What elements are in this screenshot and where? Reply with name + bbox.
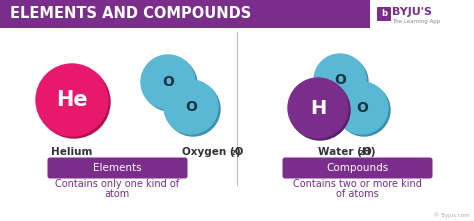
Circle shape bbox=[38, 66, 110, 138]
Text: H: H bbox=[310, 99, 326, 118]
Circle shape bbox=[290, 80, 350, 140]
Circle shape bbox=[314, 54, 366, 106]
Text: The Learning App: The Learning App bbox=[392, 19, 440, 25]
FancyBboxPatch shape bbox=[283, 158, 432, 179]
Text: He: He bbox=[56, 90, 88, 110]
FancyBboxPatch shape bbox=[377, 7, 391, 21]
Text: atom: atom bbox=[105, 189, 130, 199]
Text: 2: 2 bbox=[231, 150, 236, 156]
Circle shape bbox=[164, 80, 218, 134]
Text: O: O bbox=[334, 73, 346, 87]
Text: ELEMENTS AND COMPOUNDS: ELEMENTS AND COMPOUNDS bbox=[10, 6, 251, 21]
Text: © Byjus.com: © Byjus.com bbox=[434, 212, 470, 218]
Text: b: b bbox=[381, 10, 387, 19]
Text: BYJU'S: BYJU'S bbox=[392, 7, 432, 17]
FancyBboxPatch shape bbox=[370, 0, 474, 38]
Text: Helium: Helium bbox=[51, 147, 93, 157]
Text: ): ) bbox=[235, 147, 240, 157]
Text: O: O bbox=[162, 75, 174, 89]
Circle shape bbox=[166, 82, 220, 136]
Text: O: O bbox=[185, 100, 197, 114]
Circle shape bbox=[288, 78, 348, 138]
Text: Water (H: Water (H bbox=[318, 147, 371, 157]
Text: Contains only one kind of: Contains only one kind of bbox=[55, 179, 180, 189]
Text: Oxygen (O: Oxygen (O bbox=[182, 147, 243, 157]
Circle shape bbox=[143, 57, 197, 111]
Text: of atoms: of atoms bbox=[336, 189, 379, 199]
Text: Compounds: Compounds bbox=[327, 163, 389, 173]
Circle shape bbox=[36, 64, 108, 136]
FancyBboxPatch shape bbox=[47, 158, 188, 179]
Text: O): O) bbox=[363, 147, 376, 157]
Text: Contains two or more kind: Contains two or more kind bbox=[293, 179, 422, 189]
Circle shape bbox=[141, 55, 195, 109]
Circle shape bbox=[338, 84, 390, 136]
Circle shape bbox=[336, 82, 388, 134]
Text: Elements: Elements bbox=[93, 163, 142, 173]
Text: 2: 2 bbox=[359, 150, 364, 156]
Circle shape bbox=[316, 56, 368, 108]
FancyBboxPatch shape bbox=[0, 0, 474, 28]
Text: O: O bbox=[356, 101, 368, 115]
